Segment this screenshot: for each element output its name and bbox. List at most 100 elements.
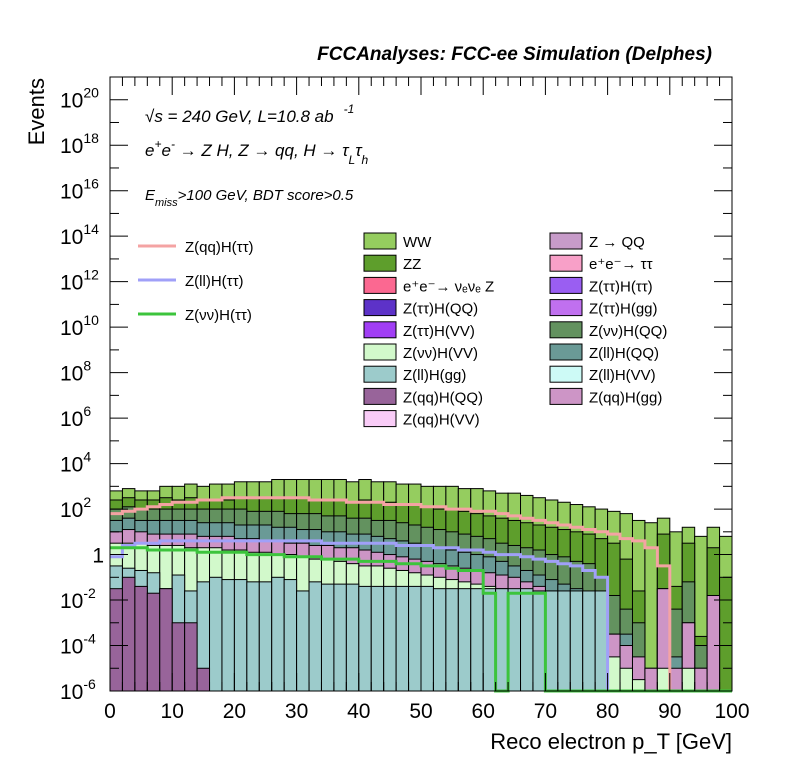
y-tick-label: 1018: [60, 130, 99, 158]
y-tick-label: 1016: [60, 176, 99, 204]
annotation-process-sub2: h: [362, 153, 369, 167]
y-tick-label: 10-6: [60, 676, 96, 704]
bar-z-ll-h-gg--36: [557, 590, 571, 692]
bar-zz-49: [719, 576, 733, 692]
y-tick-label: 10-2: [60, 585, 96, 613]
legend-label: Z → QQ: [589, 234, 645, 251]
bar-z-qq-h-qq--3: [146, 592, 161, 692]
y-tick-label: 1010: [60, 312, 99, 340]
x-tick-label: 40: [347, 700, 370, 723]
bar-z-qq-h-gg--47: [694, 667, 708, 692]
bar-z-ll-h-gg--28: [457, 588, 472, 692]
y-tick-label: 102: [60, 494, 91, 522]
bar-z-ll-h-gg--29: [470, 588, 484, 692]
legend-swatch-5: [549, 276, 583, 294]
y-tick-label: 1014: [60, 221, 99, 249]
bar-z-h-vv--42: [631, 679, 646, 692]
legend-label: Z(νν)H(ττ): [185, 307, 252, 324]
legend-label: ZZ: [403, 256, 421, 273]
bar-z-ll-h-gg--24: [408, 585, 422, 692]
legend-label: Z(ll)H(VV): [589, 367, 656, 384]
legend-label: Z(ll)H(ττ): [185, 273, 244, 290]
y-tick-label: 1020: [60, 85, 99, 113]
bar-z-ll-h-gg--11: [246, 581, 260, 692]
bar-z-qq-h-qq--2: [134, 585, 148, 692]
bar-z-qq-h-qq--7: [196, 667, 211, 692]
x-axis-label-text: Reco electron p_T [GeV]: [490, 729, 732, 754]
bar-z-ll-h-gg--33: [520, 588, 534, 692]
bar-z-h-vv--40: [607, 656, 621, 692]
x-tick-label: 20: [223, 700, 246, 723]
bar-z-ll-h-gg--13: [271, 576, 285, 692]
legend-swatch-0: [363, 232, 397, 250]
annotation-energy: √s = 240 GeV, L=10.8 ab -1: [145, 102, 354, 126]
legend-label: Z(ττ)H(VV): [403, 323, 475, 340]
annotation-energy-sup: -1: [344, 102, 355, 116]
bar-z-ll-h-gg--38: [582, 590, 596, 692]
legend-label: e⁺e⁻→ ττ: [589, 256, 653, 273]
bar-z-qq-h-qq--4: [159, 588, 173, 692]
bar-z-ll-h-gg--32: [507, 588, 522, 692]
bar-z-qq-h-qq--5: [171, 622, 186, 692]
bar-z-ll-h-gg--12: [258, 581, 273, 692]
bar-z-ll-h-gg--14: [283, 579, 298, 692]
legend-signal: Z(qq)H(ττ) Z(ll)H(ττ) Z(νν)H(ττ): [138, 239, 254, 324]
legend-label: Z(qq)H(VV): [403, 412, 480, 429]
legend-label: Z(ττ)H(QQ): [403, 301, 478, 318]
legend-swatch-8: [363, 321, 397, 339]
bar-z-ll-h-gg--19: [345, 583, 360, 692]
legend-label: Z(ll)H(gg): [403, 367, 466, 384]
y-tick-label: 10-4: [60, 631, 96, 659]
bar-z-ll-h-gg--10: [233, 579, 248, 692]
x-tick-label: 10: [161, 700, 184, 723]
annotation-process-e2: e: [161, 141, 170, 160]
annotation-process-rest: → Z H, Z → qq, H → τ: [175, 141, 350, 160]
bar-z-ll-h-gg--15: [296, 590, 310, 692]
legend-swatch-7: [549, 299, 583, 317]
legend-label: Z(ττ)H(gg): [589, 301, 658, 318]
bar-z-qq-h-qq--1: [121, 576, 136, 692]
legend-label: Z(qq)H(QQ): [403, 389, 483, 406]
bar-z-ll-h-gg--30: [482, 588, 497, 692]
bar-z-ll-h-gg--9: [221, 579, 235, 692]
bar-z-ll-h-gg--21: [370, 585, 385, 692]
bar-z-ll-h-gg--17: [320, 583, 335, 692]
bar-z-ll-h-gg--34: [532, 590, 546, 692]
bar-z-qq-h-qq--0: [109, 588, 123, 692]
legend-label: WW: [403, 234, 432, 251]
legend-swatch-16: [363, 410, 397, 428]
annotation-process-sub1: L: [349, 153, 356, 167]
bar-z-ll-h-gg--25: [420, 585, 434, 692]
bar-z-ll-h-gg--39: [594, 590, 609, 692]
legend-swatch-15: [549, 387, 583, 405]
bar-z-ll-h-gg--26: [432, 588, 447, 692]
bar-z-h-vv--46: [681, 667, 696, 692]
bar-z-qq-h-qq--6: [184, 622, 198, 692]
annotation-process-tau2: τ: [355, 141, 363, 160]
annotation-selection-E: E: [145, 187, 156, 204]
legend-swatch-3: [549, 254, 583, 272]
legend-swatch-10: [363, 343, 397, 361]
x-tick-label: 60: [472, 700, 495, 723]
bar-z-qq-h-gg--48: [706, 594, 721, 692]
legend-swatch-9: [549, 321, 583, 339]
stacked-histogram: [109, 479, 733, 692]
legend-swatch-12: [363, 365, 397, 383]
x-axis-ticks: 0 10 20 30 40 50 60 70 80 90 100: [104, 77, 750, 723]
x-axis-label: Reco electron p_T [GeV]: [490, 729, 732, 754]
y-tick-label: 104: [60, 449, 91, 477]
bar-z-ll-h-gg--31: [495, 588, 509, 692]
annotation-selection-rest: >100 GeV, BDT score>0.5: [178, 187, 354, 204]
bar-z-ll-h-gg--22: [383, 585, 397, 692]
bar-z-ll-h-gg--20: [358, 585, 372, 692]
y-tick-label: 106: [60, 403, 91, 431]
legend-swatch-14: [363, 387, 397, 405]
legend-label: Z(νν)H(QQ): [589, 323, 667, 340]
x-tick-label: 90: [658, 700, 681, 723]
annotation-selection-sub: miss: [155, 197, 178, 209]
legend-label: Z(ττ)H(ττ): [589, 278, 653, 295]
y-tick-label: 1: [92, 545, 104, 568]
bar-z-ll-h-gg--8: [209, 576, 223, 692]
legend-swatch-11: [549, 343, 583, 361]
